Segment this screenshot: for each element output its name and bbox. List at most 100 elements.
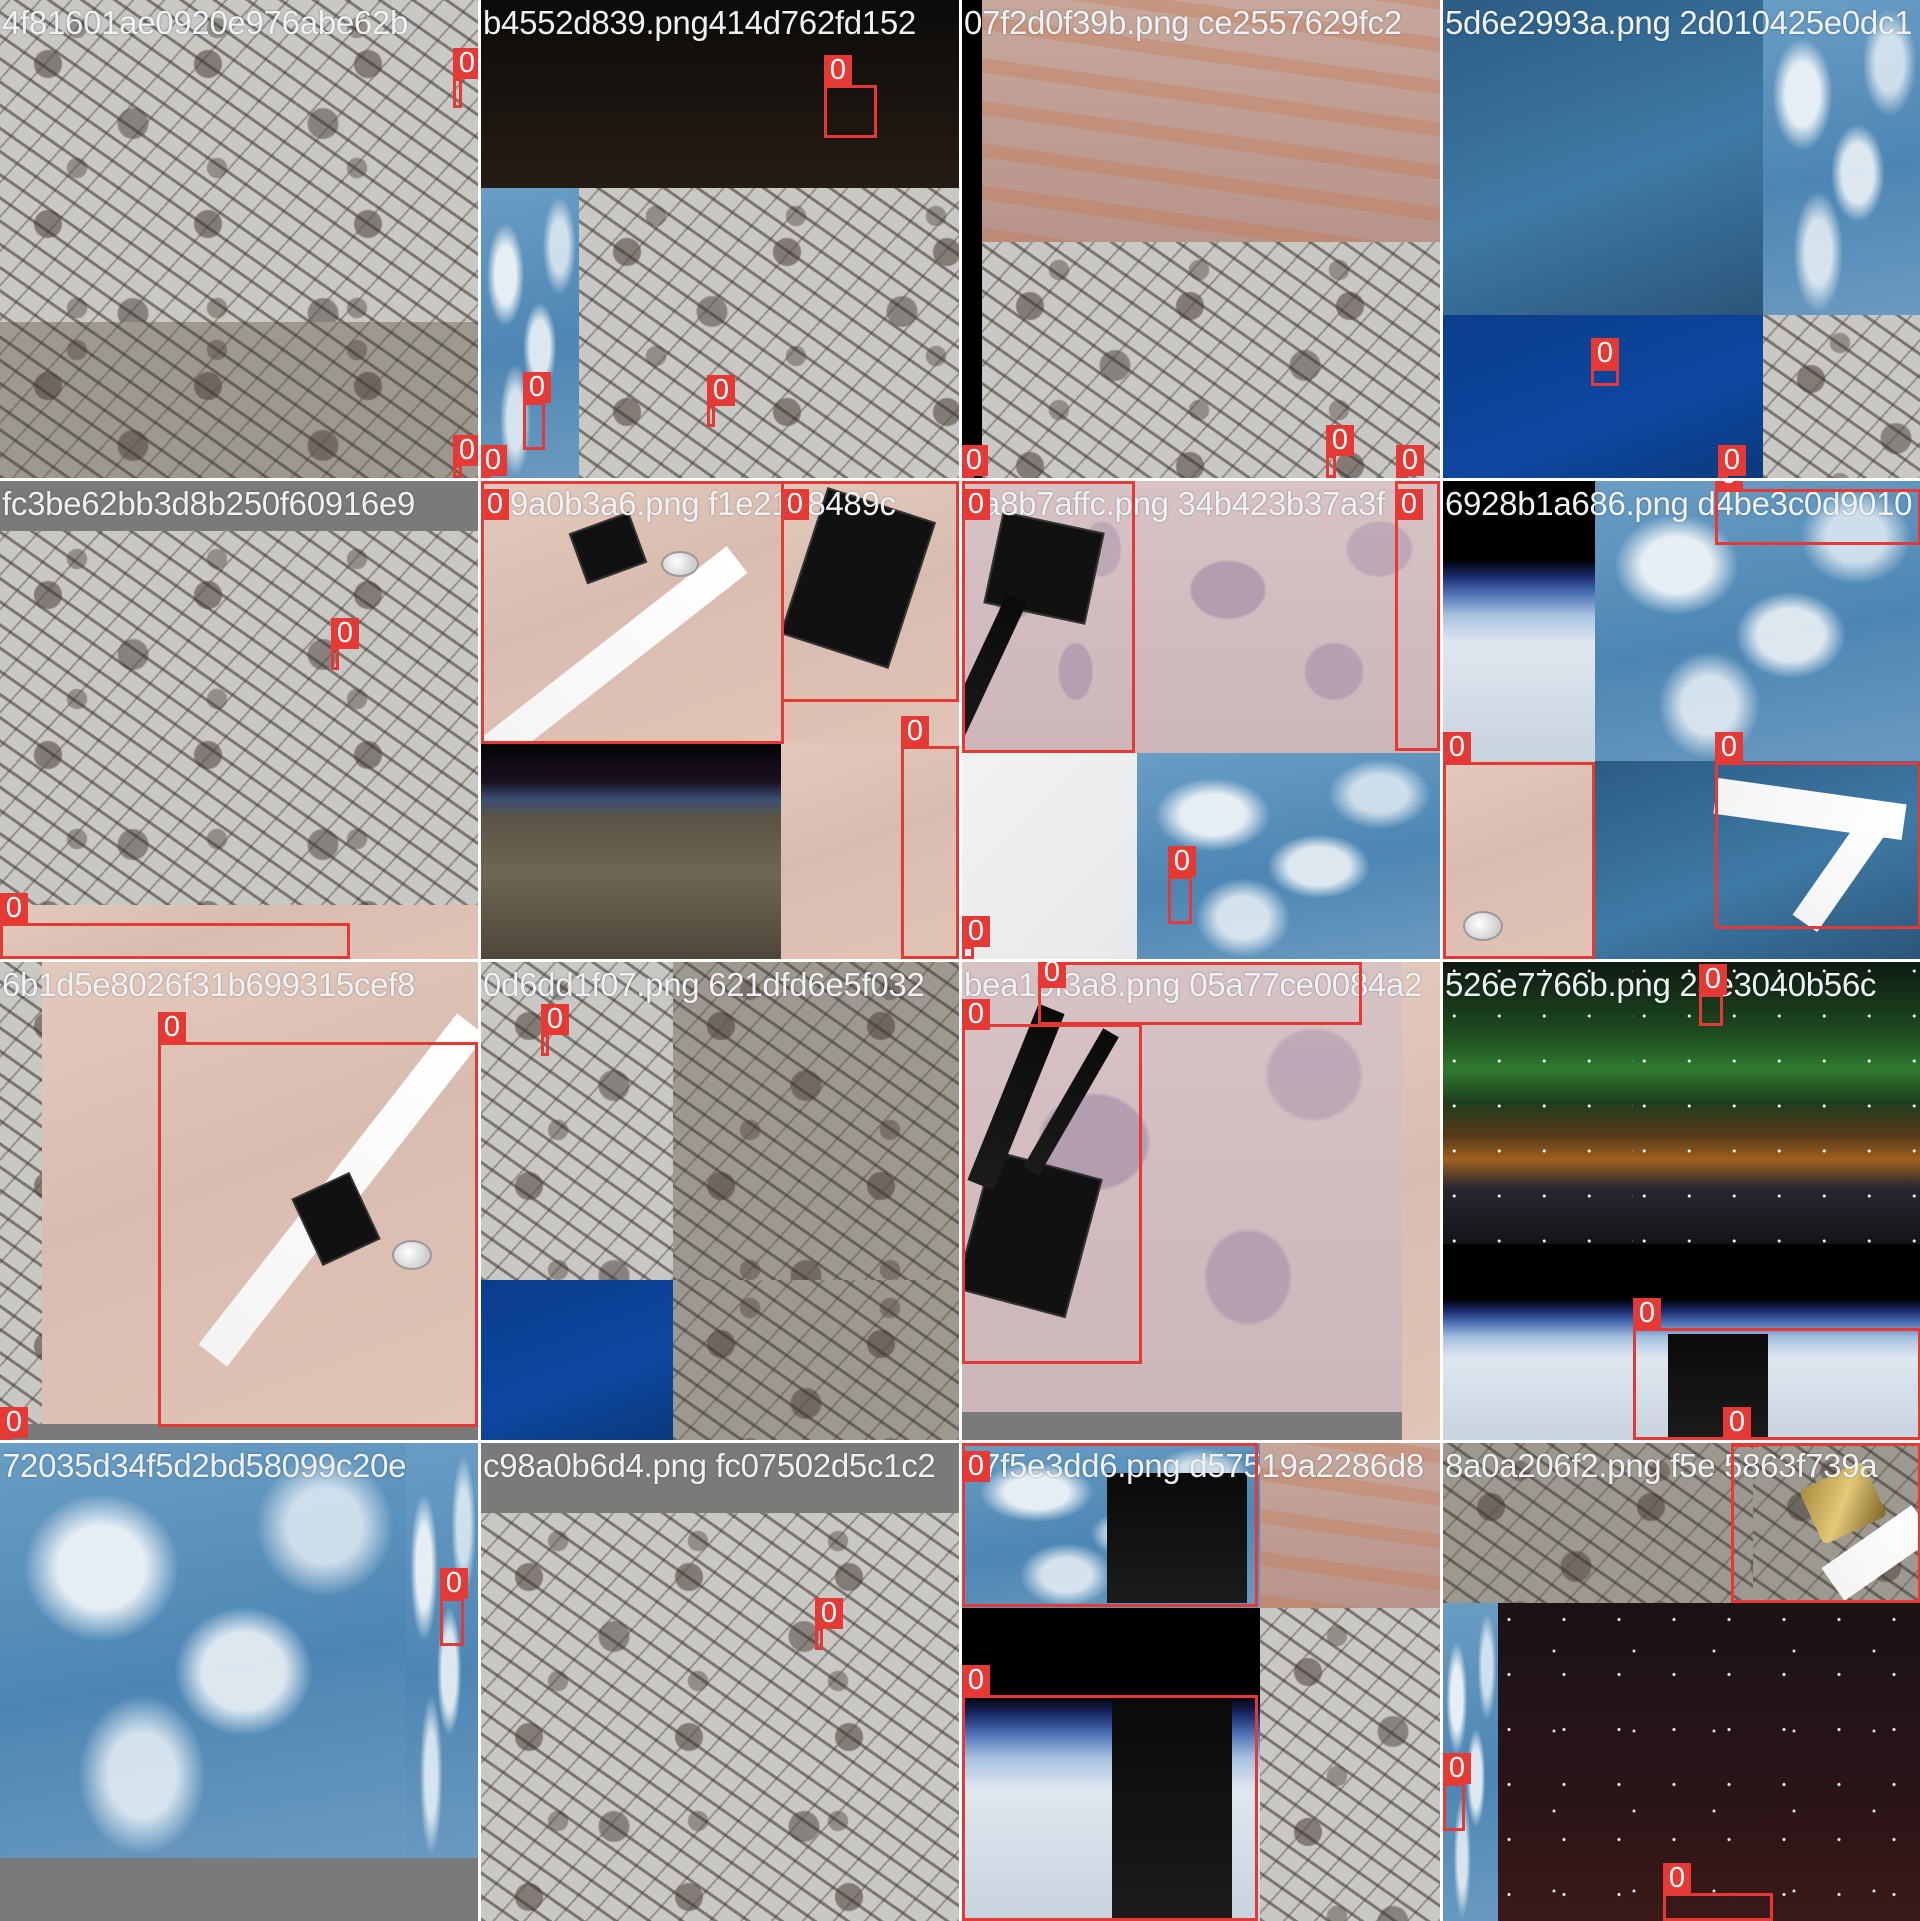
detection-box: 0 (962, 1665, 1258, 1921)
class-label: 0 (331, 618, 359, 649)
ocean-clouds-tile (962, 1443, 1260, 1608)
class-label: 0 (1633, 1298, 1661, 1329)
mosaic-cell-4: 5d6e2993a.png 2d010425e0dc1 0 0 (1443, 0, 1920, 478)
class-label: 0 (453, 435, 478, 466)
class-label: 0 (1395, 489, 1423, 520)
detection-box: 0 (481, 481, 784, 744)
image-filename-caption: 72035d34f5d2bd58099c20e (2, 1447, 407, 1484)
earth-horizon-tile (481, 743, 781, 959)
mosaic-cell-8: 6928b1a686.png d4be3c0d9010 0 0 0 (1443, 481, 1920, 959)
desert-tile (1137, 481, 1440, 753)
detection-box: 0 (1715, 481, 1920, 545)
detection-box: 0 (707, 375, 735, 427)
antenna-dish (392, 1240, 432, 1270)
class-label: 0 (481, 489, 509, 520)
detection-box: 0 (1443, 1753, 1471, 1831)
class-label: 0 (815, 1598, 843, 1629)
mosaic-cell-13: 72035d34f5d2bd58099c20e 0 (0, 1443, 478, 1921)
ocean-clouds-tile (1595, 481, 1920, 761)
image-filename-caption: c98a0b6d4.png fc07502d5c1c2 (483, 1447, 936, 1484)
image-filename-caption: b4552d839.png414d762fd152 (483, 4, 916, 41)
detection-box: 0 (1731, 1443, 1920, 1603)
class-label: 0 (0, 1407, 28, 1438)
class-label: 0 (0, 893, 28, 924)
desert-strip-tile (0, 905, 478, 959)
detection-box: 0 (1395, 481, 1440, 751)
class-label: 0 (1715, 732, 1743, 763)
space-strip-tile (962, 0, 982, 478)
desert-tile (781, 743, 959, 959)
image-filename-caption: 5a8b7affc.png 34b423b37a3f (964, 485, 1386, 522)
desert-tile (962, 481, 1137, 753)
detection-box: 0 (1699, 964, 1727, 1026)
mountain-terrain-tile (1443, 1443, 1753, 1603)
mosaic-cell-3: 07f2d0f39b.png ce2557629fc2 0 0 0 (962, 0, 1440, 478)
detection-box: 0 (481, 445, 507, 478)
image-filename-caption: 6b1d5e8026f31b699315cef8 (2, 966, 416, 1003)
coastline-tile (1443, 0, 1763, 315)
class-label: 0 (1443, 1753, 1471, 1784)
mountain-terrain-tile (1753, 1443, 1920, 1603)
desert-tile (962, 962, 1402, 1412)
class-label: 0 (707, 375, 735, 406)
detection-box: 0 (1396, 445, 1424, 478)
dark-space-tile (481, 0, 959, 188)
class-label: 0 (1731, 1443, 1759, 1447)
class-label: 0 (1443, 732, 1471, 763)
mountain-terrain-tile (673, 962, 959, 1280)
detection-box: 0 (815, 1598, 843, 1650)
image-filename-caption: 526e7766b.png 2ae3040b56c (1445, 966, 1877, 1003)
earth-horizon-tile (962, 1608, 1260, 1921)
mosaic-cell-2: b4552d839.png414d762fd152 0 0 0 0 (481, 0, 959, 478)
detection-box: 0 (1633, 1298, 1920, 1440)
detection-box: 0 (331, 618, 359, 670)
aurora-tile (1633, 962, 1920, 1244)
detection-box: 0 (523, 372, 551, 450)
mosaic-cell-16: 8a0a206f2.png f5e 5863f739a 0 0 0 (1443, 1443, 1920, 1921)
padding-bar (481, 1443, 959, 1513)
detection-box: 0 (901, 716, 959, 959)
class-label: 0 (962, 999, 990, 1030)
image-filename-caption: 5d6e2993a.png 2d010425e0dc1 (1445, 4, 1913, 41)
desert-dunes-tile (982, 0, 1440, 242)
cloud-band-tile (1763, 0, 1920, 315)
desert-strip-tile (1402, 962, 1440, 1440)
class-label: 0 (523, 372, 551, 403)
class-label: 0 (481, 445, 507, 476)
detection-box: 0 (1326, 425, 1354, 478)
mountain-terrain-tile (579, 188, 959, 478)
mountain-terrain-tile (0, 962, 42, 1424)
class-label: 0 (453, 48, 478, 79)
mountain-terrain-tile (0, 531, 478, 905)
desert-dunes-tile (1260, 1443, 1440, 1608)
ocean-clouds-tile (0, 1443, 406, 1858)
image-filename-caption: fc3be62bb3d8b250f60916e9 (2, 485, 416, 522)
detection-box: 0 (962, 999, 1142, 1364)
image-filename-caption: 0d6dd1f07.png 621dfd6e5f032 (483, 966, 925, 1003)
class-label: 0 (781, 489, 809, 520)
detection-box: 0 (0, 893, 350, 959)
detection-box: 0 (0, 1407, 28, 1440)
ocean-clouds-tile (406, 1443, 478, 1858)
class-label: 0 (541, 1004, 569, 1035)
class-label: 0 (1168, 846, 1196, 877)
earth-horizon-tile (1633, 1244, 1920, 1440)
mosaic-cell-9: 6b1d5e8026f31b699315cef8 0 0 (0, 962, 478, 1440)
image-filename-caption: 4f81601ae0920e976abe62b (2, 4, 409, 41)
class-label: 0 (1723, 1407, 1751, 1438)
antenna-dish (661, 551, 699, 577)
padding-bar (962, 1412, 1402, 1440)
detection-box: 0 (158, 1012, 478, 1427)
class-label: 0 (962, 1665, 990, 1696)
mosaic-cell-11: bea19f3a8.png 05a77ce0084a2 0 0 (962, 962, 1440, 1440)
padding-bar (0, 481, 478, 531)
desert-tile (42, 962, 478, 1424)
detection-box: 0 (453, 48, 478, 108)
mountain-terrain-tile (673, 1280, 959, 1440)
detection-box: 0 (962, 1443, 1258, 1607)
detection-box: 0 (1663, 1863, 1773, 1921)
mosaic-cell-6: f29a0b3a6.png f1e21b8489c 0 0 0 (481, 481, 959, 959)
detection-box: 0 (440, 1568, 468, 1646)
detection-box: 0 (824, 55, 877, 138)
detection-box: 0 (1715, 732, 1920, 929)
